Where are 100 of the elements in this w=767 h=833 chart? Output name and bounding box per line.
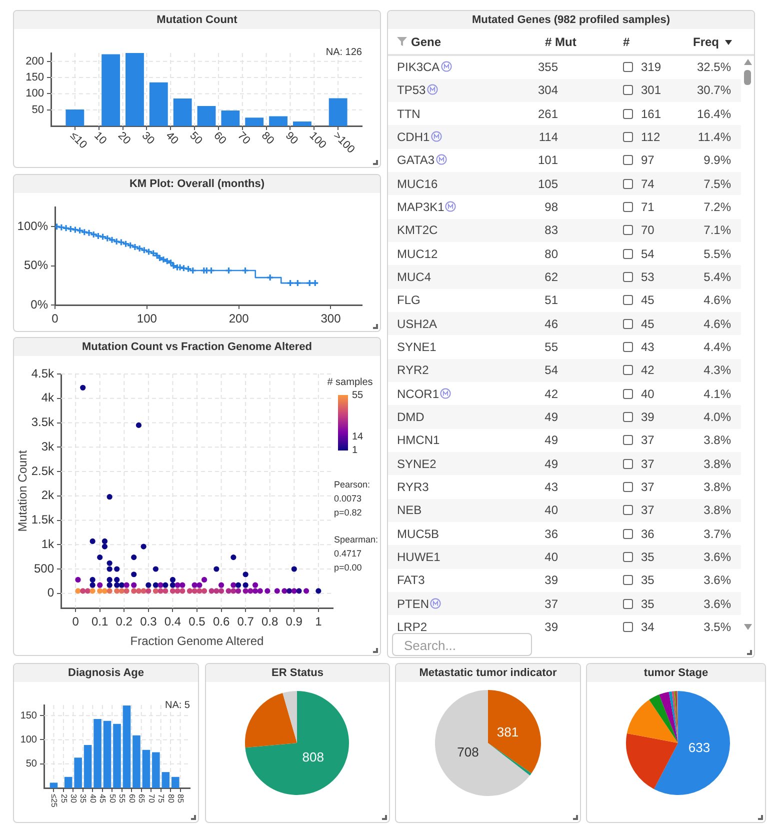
data-label: 51: [544, 293, 558, 308]
data-label: 4.1%: [704, 386, 731, 401]
x-tick-label: 80: [166, 794, 176, 804]
x-tick-label: 45: [98, 794, 108, 804]
data-label: 16.4%: [696, 106, 731, 121]
text: 0.4717: [334, 548, 362, 558]
x-tick-label: 20: [116, 130, 133, 147]
x-tick-label: 10: [92, 130, 109, 147]
data-label: 32.5%: [696, 60, 731, 74]
data-label: 3.6%: [704, 596, 731, 611]
point: [286, 279, 294, 287]
y-tick-label: 150: [20, 710, 38, 722]
data-label: 5.4%: [704, 270, 731, 284]
data-label: 54: [544, 363, 558, 378]
bar: [122, 705, 131, 788]
point: [156, 254, 164, 262]
data-label: 83: [544, 223, 558, 238]
text: Pearson:: [334, 479, 370, 490]
y-tick-label: 100: [26, 88, 44, 100]
category-label: TTN: [397, 106, 420, 121]
data-label: 74: [641, 176, 654, 191]
x-tick-label: 100: [136, 312, 158, 326]
data-label: 101: [538, 153, 558, 168]
data-label: 36: [544, 526, 558, 541]
data-label: 3.8%: [704, 480, 731, 494]
category-label: SYNE2: [397, 456, 436, 471]
category-label: GATA3: [397, 153, 435, 168]
chart-title: Metastatic tumor indicator: [419, 666, 557, 680]
bar: [103, 720, 112, 788]
data-label: 35: [641, 596, 654, 611]
data-label: 43: [544, 480, 558, 494]
bar: [162, 772, 170, 788]
data-label: 3.8%: [704, 433, 731, 448]
category-label: RYR3: [397, 480, 429, 494]
category-label: CDH1: [397, 130, 430, 144]
text: Freq: [693, 35, 720, 49]
color-bar-label: 14: [352, 432, 364, 443]
x-tick-label: 25: [59, 794, 68, 804]
data-label: 35: [641, 573, 654, 588]
x-tick-label: 75: [156, 794, 166, 804]
data-label: 3.6%: [704, 573, 731, 588]
x-tick-label: 0.6: [212, 614, 230, 629]
category-label: MUC5B: [397, 526, 440, 541]
data-label: 39: [544, 620, 558, 634]
x-tick-label: 60: [211, 130, 228, 147]
color-bar-title: # samples: [327, 376, 373, 388]
data-label: 98: [544, 200, 558, 214]
category-label: MAP3K1: [397, 200, 444, 214]
chart-title: Mutation Count vs Fraction Genome Altered: [82, 340, 312, 354]
x-tick-label: 30: [68, 794, 78, 804]
data-label: 37: [641, 456, 654, 471]
data-label: 39: [641, 410, 654, 424]
category-label: LRP2: [397, 620, 428, 634]
category-label: HUWE1: [397, 550, 440, 564]
data-label: 46: [544, 316, 558, 331]
y-tick-label: 100: [20, 734, 38, 746]
data-label: 37: [544, 596, 558, 611]
text: 0.0073: [334, 493, 362, 504]
data-label: 3.7%: [704, 526, 731, 541]
point: [163, 257, 171, 265]
data-label: 4.4%: [704, 340, 731, 354]
data-label: 4.6%: [704, 316, 731, 331]
bar: [149, 82, 168, 126]
data-label: 45: [641, 293, 654, 308]
x-tick-label: 0.2: [116, 614, 133, 629]
bar: [113, 724, 121, 788]
x-tick-label: 35: [78, 794, 88, 804]
data-label: 42: [544, 386, 558, 401]
data-label: 633: [688, 740, 710, 755]
data-label: 39: [544, 573, 558, 588]
category-label: FLG: [397, 293, 420, 308]
x-tick-label: 0: [72, 614, 80, 629]
point: [167, 258, 175, 266]
y-tick-label: 3.5k: [31, 415, 55, 430]
data-label: 70: [641, 223, 654, 238]
data-label: 3.8%: [704, 503, 731, 518]
data-label: 80: [544, 246, 558, 261]
data-label: 30.7%: [696, 83, 731, 98]
bar: [132, 735, 140, 788]
x-tick-label: 100: [306, 130, 328, 152]
data-label: 37: [641, 433, 654, 448]
category-label: DMD: [397, 410, 424, 424]
data-label: 261: [538, 106, 558, 121]
data-label: 9.9%: [704, 153, 731, 168]
chart-title: Diagnosis Age: [68, 666, 144, 680]
x-tick-label: 0.8: [262, 614, 279, 629]
data-label: 37: [641, 480, 654, 494]
data-label: 34: [641, 620, 654, 634]
data-label: 49: [544, 433, 558, 448]
data-label: 54: [641, 246, 654, 261]
y-tick-label: 200: [26, 55, 44, 68]
data-label: 3.8%: [704, 456, 731, 471]
data-label: 114: [538, 130, 558, 144]
data-label: 35: [641, 550, 654, 564]
text: #: [623, 35, 630, 49]
search-field: Search...: [392, 633, 532, 656]
point: [241, 266, 250, 274]
chart-title: Mutation Count: [156, 13, 238, 27]
data-label: 97: [641, 153, 654, 168]
category-label: PIK3CA: [397, 60, 440, 74]
